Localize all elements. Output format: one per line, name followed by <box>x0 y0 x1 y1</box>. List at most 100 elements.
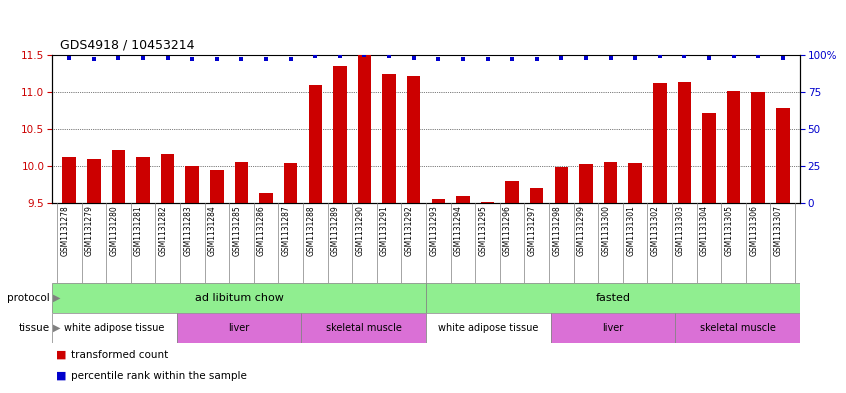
Bar <box>530 188 543 203</box>
Bar <box>333 66 347 203</box>
Point <box>505 56 519 62</box>
Bar <box>234 162 248 203</box>
Bar <box>751 92 765 203</box>
Point <box>580 55 593 61</box>
Bar <box>653 83 667 203</box>
Text: GSM1131301: GSM1131301 <box>626 206 635 256</box>
Point <box>234 56 248 62</box>
Text: GSM1131280: GSM1131280 <box>109 206 118 256</box>
Bar <box>555 167 569 203</box>
Bar <box>112 150 125 203</box>
Bar <box>161 154 174 203</box>
Bar <box>675 313 800 343</box>
Text: transformed count: transformed count <box>71 350 168 360</box>
Bar <box>551 313 675 343</box>
Text: GSM1131300: GSM1131300 <box>602 206 611 256</box>
Bar <box>678 83 691 203</box>
Point <box>185 56 199 62</box>
Bar <box>481 202 494 203</box>
Bar <box>382 73 396 203</box>
Text: white adipose tissue: white adipose tissue <box>64 323 164 333</box>
Text: GSM1131303: GSM1131303 <box>675 206 684 256</box>
Bar <box>185 166 199 203</box>
Point <box>653 53 667 60</box>
Text: GSM1131304: GSM1131304 <box>700 206 709 256</box>
Point <box>702 55 716 61</box>
Bar <box>505 181 519 203</box>
Bar <box>52 283 426 313</box>
Bar <box>604 162 618 203</box>
Text: GSM1131299: GSM1131299 <box>577 206 586 256</box>
Bar <box>301 313 426 343</box>
Text: GSM1131289: GSM1131289 <box>331 206 340 256</box>
Point <box>309 53 322 60</box>
Text: liver: liver <box>228 323 250 333</box>
Text: ■: ■ <box>56 350 67 360</box>
Point <box>629 55 642 61</box>
Bar <box>456 196 470 203</box>
Bar <box>426 313 551 343</box>
Point <box>112 55 125 61</box>
Text: fasted: fasted <box>596 293 630 303</box>
Text: percentile rank within the sample: percentile rank within the sample <box>71 371 247 381</box>
Point <box>259 56 272 62</box>
Point <box>530 56 543 62</box>
Text: GSM1131287: GSM1131287 <box>282 206 291 256</box>
Bar <box>407 76 420 203</box>
Bar <box>727 90 740 203</box>
Text: GSM1131302: GSM1131302 <box>651 206 660 256</box>
Text: GDS4918 / 10453214: GDS4918 / 10453214 <box>60 38 195 51</box>
Bar <box>629 163 642 203</box>
Bar <box>52 313 177 343</box>
Text: protocol: protocol <box>7 293 49 303</box>
Point <box>481 56 494 62</box>
Point <box>87 56 101 62</box>
Text: GSM1131286: GSM1131286 <box>257 206 266 256</box>
Text: liver: liver <box>602 323 624 333</box>
Bar <box>580 164 593 203</box>
Text: GSM1131295: GSM1131295 <box>479 206 487 256</box>
Text: GSM1131283: GSM1131283 <box>184 206 192 256</box>
Text: GSM1131279: GSM1131279 <box>85 206 94 256</box>
Point <box>456 56 470 62</box>
Bar <box>87 159 101 203</box>
Text: tissue: tissue <box>19 323 49 333</box>
Point <box>678 53 691 60</box>
Text: GSM1131282: GSM1131282 <box>159 206 168 256</box>
Bar <box>309 84 322 203</box>
Bar <box>136 157 150 203</box>
Point <box>751 53 765 60</box>
Bar <box>431 199 445 203</box>
Bar <box>358 55 371 203</box>
Text: GSM1131291: GSM1131291 <box>380 206 389 256</box>
Text: GSM1131306: GSM1131306 <box>750 206 758 256</box>
Text: GSM1131298: GSM1131298 <box>552 206 562 256</box>
Point <box>407 55 420 61</box>
Point <box>63 55 76 61</box>
Point <box>555 55 569 61</box>
Bar <box>63 157 76 203</box>
Text: GSM1131284: GSM1131284 <box>208 206 217 256</box>
Point <box>333 53 347 60</box>
Bar <box>284 163 298 203</box>
Bar <box>177 313 301 343</box>
Text: ■: ■ <box>56 371 67 381</box>
Point <box>604 55 618 61</box>
Text: white adipose tissue: white adipose tissue <box>438 323 539 333</box>
Text: GSM1131305: GSM1131305 <box>724 206 733 256</box>
Point <box>431 56 445 62</box>
Point <box>382 53 396 60</box>
Text: GSM1131290: GSM1131290 <box>355 206 365 256</box>
Point <box>358 52 371 58</box>
Text: GSM1131297: GSM1131297 <box>528 206 536 256</box>
Text: ad libitum chow: ad libitum chow <box>195 293 283 303</box>
Point <box>284 56 298 62</box>
Point <box>161 55 174 61</box>
Point <box>210 56 223 62</box>
Point <box>136 55 150 61</box>
Text: GSM1131278: GSM1131278 <box>60 206 69 256</box>
Bar <box>702 113 716 203</box>
Text: GSM1131293: GSM1131293 <box>429 206 438 256</box>
Point <box>776 55 789 61</box>
Text: GSM1131292: GSM1131292 <box>404 206 414 256</box>
